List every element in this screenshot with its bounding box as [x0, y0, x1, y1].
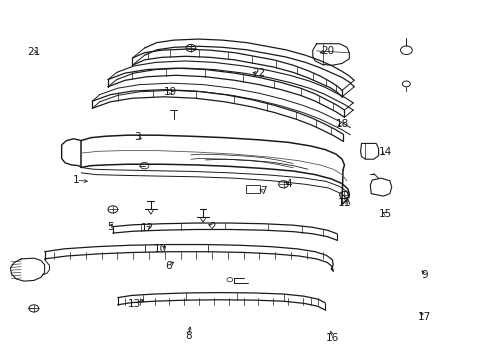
Text: 6: 6 — [165, 261, 172, 271]
Text: 8: 8 — [185, 331, 191, 341]
Bar — [246, 185, 260, 193]
Text: 4: 4 — [285, 179, 291, 189]
Text: 20: 20 — [320, 46, 333, 56]
Text: 18: 18 — [335, 120, 348, 129]
Text: 19: 19 — [163, 87, 177, 97]
Text: 21: 21 — [27, 46, 41, 57]
Text: 10: 10 — [154, 244, 167, 254]
Text: 2: 2 — [209, 222, 216, 231]
Text: 12: 12 — [140, 224, 153, 233]
Text: 15: 15 — [379, 209, 392, 219]
Text: 17: 17 — [417, 312, 430, 322]
Text: 11: 11 — [337, 198, 350, 208]
Text: 16: 16 — [325, 333, 338, 343]
Text: 22: 22 — [252, 68, 265, 78]
Text: 5: 5 — [107, 222, 114, 231]
Text: 7: 7 — [259, 186, 266, 196]
Text: 14: 14 — [379, 147, 392, 157]
Text: 9: 9 — [421, 270, 427, 280]
Text: 3: 3 — [134, 132, 140, 142]
Text: 13: 13 — [128, 299, 141, 309]
Text: 1: 1 — [73, 175, 80, 185]
